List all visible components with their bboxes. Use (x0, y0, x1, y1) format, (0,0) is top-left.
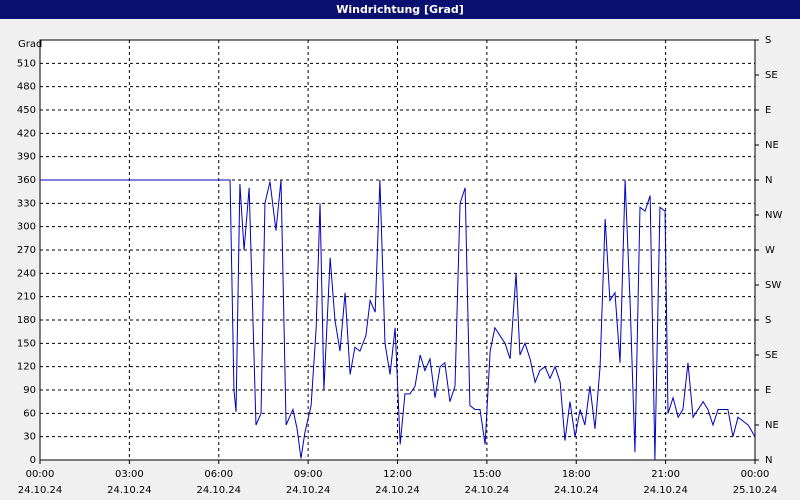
y-tick-label: 0 (30, 455, 36, 466)
y2-tick-label: S (765, 35, 771, 46)
y2-tick-label: N (765, 175, 772, 186)
y-tick-label: 450 (17, 105, 36, 116)
x-tick-date: 24.10.24 (643, 485, 688, 496)
x-tick-date: 24.10.24 (18, 485, 63, 496)
x-tick-time: 03:00 (115, 469, 144, 480)
y2-tick-label: NW (765, 210, 782, 221)
y2-tick-label: SE (765, 70, 778, 81)
y2-tick-label: SE (765, 350, 778, 361)
x-tick-time: 12:00 (383, 469, 412, 480)
y2-tick-label: NE (765, 420, 779, 431)
y-axis-label: Grad (18, 39, 42, 50)
y-tick-label: 90 (23, 385, 36, 396)
x-tick-time: 09:00 (294, 469, 323, 480)
y-tick-label: 60 (23, 408, 36, 419)
x-tick-date: 24.10.24 (554, 485, 599, 496)
y-tick-label: 210 (17, 292, 36, 303)
x-tick-date: 24.10.24 (107, 485, 152, 496)
y-tick-label: 480 (17, 82, 36, 93)
data-line (40, 179, 756, 461)
y-tick-label: 300 (17, 222, 36, 233)
x-tick-date: 25.10.24 (733, 485, 778, 496)
y2-tick-label: N (765, 455, 772, 466)
x-tick-date: 24.10.24 (196, 485, 241, 496)
x-tick-time: 00:00 (741, 469, 770, 480)
y-tick-label: 330 (17, 198, 36, 209)
x-tick-time: 15:00 (472, 469, 501, 480)
chart: Grad 0 30 60 90 120 150 180 210 240 270 300 330 360 3… (17, 35, 783, 496)
x-tick-date: 24.10.24 (286, 485, 331, 496)
y2-tick-label: NE (765, 140, 779, 151)
x-tick-time: 00:00 (26, 469, 55, 480)
y-tick-label: 360 (17, 175, 36, 186)
x-tick-time: 18:00 (562, 469, 591, 480)
y-tick-label: 30 (23, 432, 36, 443)
y-tick-label: 420 (17, 128, 36, 139)
y-tick-label: 180 (17, 315, 36, 326)
x-tick-time: 21:00 (651, 469, 680, 480)
y-tick-label: 390 (17, 152, 36, 163)
y-tick-label: 150 (17, 338, 36, 349)
y-tick-label: 120 (17, 362, 36, 373)
y-tick-label: 510 (17, 58, 36, 69)
y2-tick-label: E (765, 385, 771, 396)
y-tick-label: 270 (17, 245, 36, 256)
y2-tick-label: S (765, 315, 771, 326)
y2-tick-label: E (765, 105, 771, 116)
x-tick-date: 24.10.24 (375, 485, 420, 496)
window-title: Windrichtung [Grad] (0, 0, 800, 19)
x-tick-date: 24.10.24 (465, 485, 510, 496)
x-tick-time: 06:00 (204, 469, 233, 480)
y2-tick-label: SW (765, 280, 781, 291)
y-tick-label: 240 (17, 268, 36, 279)
y2-tick-label: W (765, 245, 775, 256)
